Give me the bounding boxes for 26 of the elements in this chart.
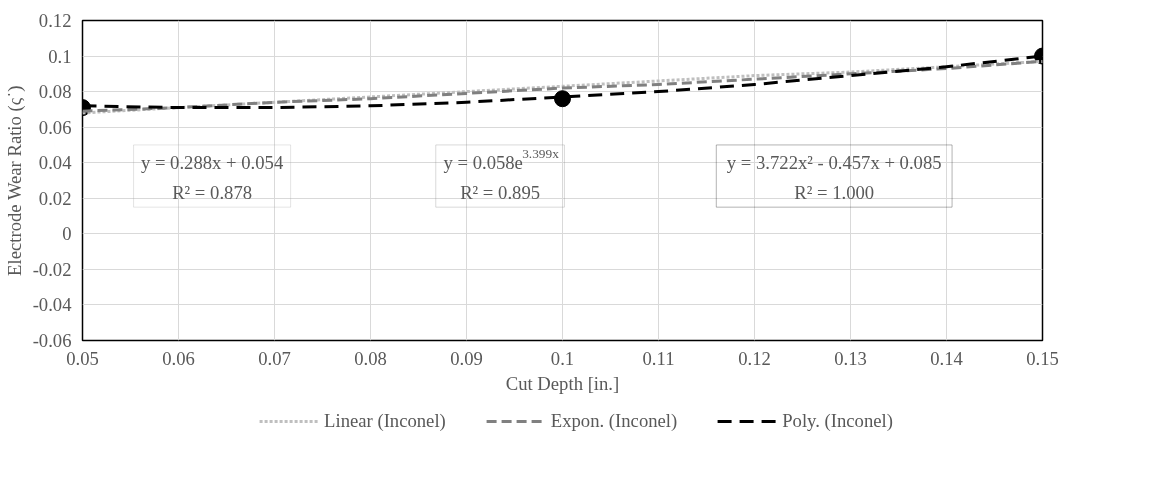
- y-tick-label: 0.02: [38, 187, 72, 209]
- legend-label: Linear (Inconel): [324, 410, 446, 432]
- y-tick-label: 0.12: [38, 10, 72, 31]
- x-tick-label: 0.1: [550, 347, 575, 369]
- y-tick-label: 0.08: [38, 81, 72, 103]
- y-tick-label: -0.04: [32, 294, 73, 316]
- x-tick-label: 0.09: [450, 347, 483, 369]
- legend-label: Expon. (Inconel): [550, 410, 678, 432]
- x-tick-label: 0.06: [162, 347, 195, 369]
- y-tick-label: 0.06: [38, 116, 72, 138]
- annotation: y = 0.288x + 0.054 R² = 0.878: [140, 152, 284, 204]
- x-tick-label: 0.11: [642, 347, 675, 369]
- x-tick-label: 0.07: [258, 347, 291, 369]
- x-axis-title: Cut Depth [in.]: [505, 372, 620, 394]
- y-tick-label: 0.04: [38, 152, 73, 174]
- y-tick-label: -0.02: [32, 258, 72, 280]
- x-tick-label: 0.13: [834, 347, 867, 369]
- y-tick-label: 0: [62, 223, 72, 245]
- x-tick-label: 0.12: [738, 347, 771, 369]
- x-tick-label: 0.08: [354, 347, 387, 369]
- x-tick-label: 0.14: [930, 347, 964, 369]
- x-tick-label: 0.15: [1026, 347, 1059, 369]
- annotation: y = 3.722x² - 0.457x + 0.085 R² = 1.000: [726, 152, 942, 204]
- y-tick-label: 0.1: [48, 45, 72, 67]
- y-axis-title: Electrode Wear Ratio (ς˙): [3, 85, 26, 276]
- legend-label: Poly. (Inconel): [782, 410, 893, 432]
